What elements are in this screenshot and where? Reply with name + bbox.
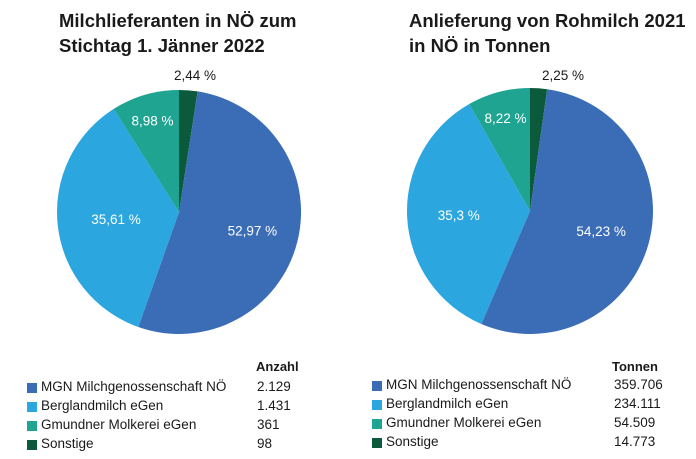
legend-label: Gmundner Molkerei eGen [41, 417, 197, 432]
legend-item-gmundner: Gmundner Molkerei eGen 54.509 [372, 415, 672, 433]
chart-title: Milchlieferanten in NÖ zum Stichtag 1. J… [59, 10, 297, 56]
chart-panel-raw-milk: Anlieferung von Rohmilch 2021 in NÖ in T… [348, 0, 696, 459]
legend-item-mgn: MGN Milchgenossenschaft NÖ 2.129 [27, 379, 327, 397]
chart-title: Anlieferung von Rohmilch 2021 in NÖ in T… [409, 10, 686, 56]
legend-value-header: Tonnen [612, 359, 658, 374]
legend-swatch [27, 421, 37, 431]
pie-slice-mgn [481, 89, 653, 334]
legend-value: 234.111 [614, 396, 661, 411]
legend-label: MGN Milchgenossenschaft NÖ [41, 379, 227, 394]
legend-swatch [372, 400, 382, 410]
legend-value: 14.773 [614, 434, 656, 449]
pie-slice-sonstige [530, 87, 548, 211]
slice-label-berglandmilch: 35,3 % [438, 208, 480, 223]
slice-label-mgn: 54,23 % [576, 224, 626, 239]
legend-swatch [27, 402, 37, 412]
legend-item-mgn: MGN Milchgenossenschaft NÖ 359.706 [372, 377, 672, 395]
legend-value: 2.129 [257, 379, 291, 394]
legend-item-berglandmilch: Berglandmilch eGen 1.431 [27, 398, 327, 416]
pie-slice-berglandmilch [406, 104, 530, 324]
legend-label: Berglandmilch eGen [386, 396, 509, 411]
chart-panel-suppliers: Milchlieferanten in NÖ zum Stichtag 1. J… [27, 10, 327, 454]
pie-chart: 2,44 % 52,97 % 35,61 % 8,98 % [57, 68, 302, 335]
legend-label: MGN Milchgenossenschaft NÖ [386, 377, 572, 392]
slice-label-sonstige: 2,25 % [542, 68, 584, 83]
legend-value-header: Anzahl [256, 359, 299, 374]
legend-value: 361 [257, 417, 280, 432]
legend-label: Sonstige [41, 436, 94, 451]
legend-swatch [27, 383, 37, 393]
pie-slice-gmundner [469, 88, 530, 211]
pie-chart: 2,25 % 54,23 % 35,3 % 8,22 % [406, 68, 653, 334]
slice-label-gmundner: 8,22 % [484, 111, 526, 126]
legend-label: Gmundner Molkerei eGen [386, 415, 542, 430]
legend-swatch [27, 440, 37, 450]
slice-label-mgn: 52,97 % [228, 224, 278, 239]
slice-label-berglandmilch: 35,61 % [91, 212, 141, 227]
legend-swatch [372, 438, 382, 448]
pie-slice-sonstige [179, 90, 198, 212]
legend-value: 98 [257, 436, 273, 451]
legend-label: Sonstige [386, 434, 439, 449]
legend-swatch [372, 381, 382, 391]
pie-slice-gmundner [113, 89, 179, 212]
slice-label-sonstige: 2,44 % [174, 68, 216, 83]
pie-slice-berglandmilch [57, 108, 179, 328]
legend-item-sonstige: Sonstige 14.773 [372, 434, 672, 452]
legend-swatch [372, 419, 382, 429]
legend-value: 359.706 [614, 377, 663, 392]
legend-value: 1.431 [257, 398, 291, 413]
legend-value: 54.509 [614, 415, 656, 430]
legend-item-sonstige: Sonstige 98 [27, 436, 327, 454]
legend-label: Berglandmilch eGen [41, 398, 164, 413]
legend-item-gmundner: Gmundner Molkerei eGen 361 [27, 417, 327, 435]
slice-label-gmundner: 8,98 % [131, 114, 173, 129]
legend-item-berglandmilch: Berglandmilch eGen 234.111 [372, 396, 672, 414]
pie-slice-mgn [138, 91, 302, 335]
